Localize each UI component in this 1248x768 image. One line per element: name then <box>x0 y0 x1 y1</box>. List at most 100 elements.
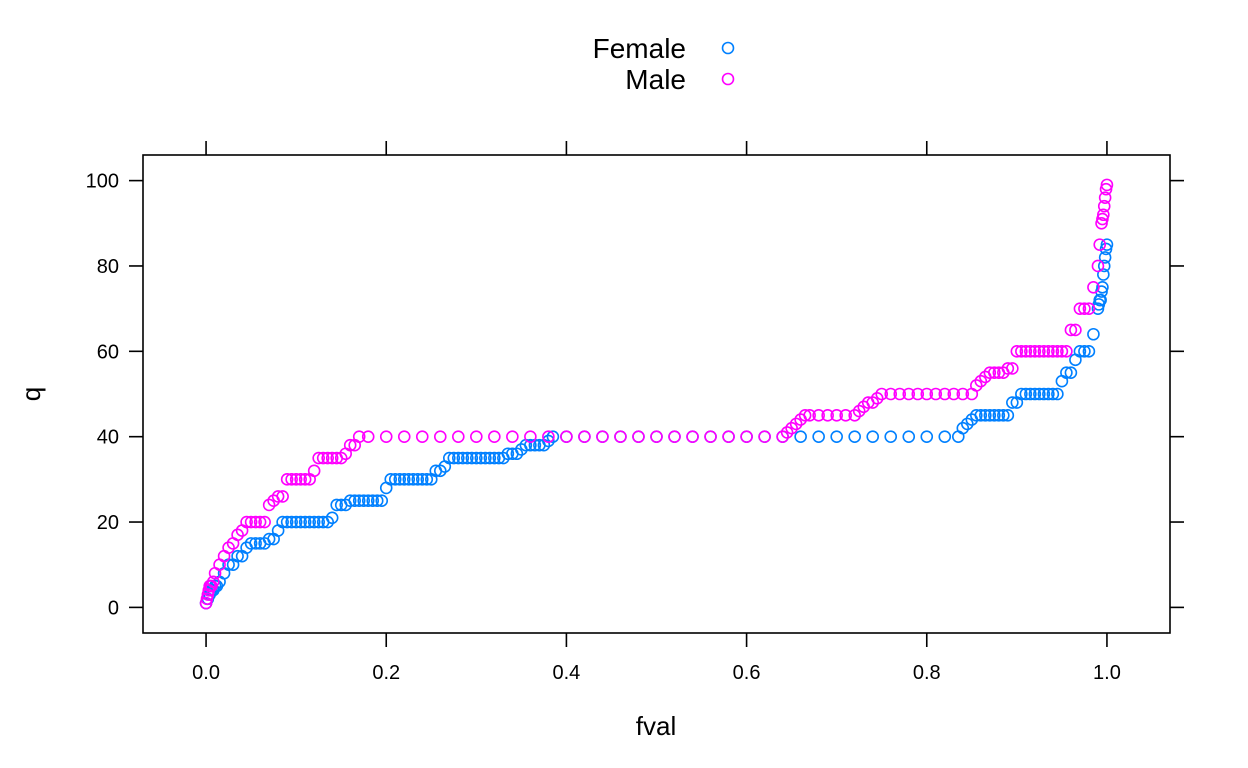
data-point <box>875 387 889 401</box>
data-point <box>253 515 267 529</box>
data-point <box>1033 345 1046 358</box>
data-point <box>803 409 816 422</box>
y-tick-label: 60 <box>97 341 119 363</box>
data-point <box>1098 251 1112 264</box>
data-point <box>325 511 339 525</box>
data-point <box>1098 191 1112 204</box>
data-point <box>929 387 943 401</box>
data-point <box>884 387 898 401</box>
data-point <box>461 451 474 465</box>
data-point <box>298 515 312 529</box>
data-point <box>893 387 907 401</box>
data-point <box>298 473 312 486</box>
data-point <box>411 473 425 486</box>
data-point <box>231 549 244 563</box>
data-point <box>402 473 416 486</box>
data-point <box>343 494 357 507</box>
data-point <box>1097 259 1111 273</box>
y-tick-label: 20 <box>97 512 119 534</box>
data-point <box>433 464 447 478</box>
legend-marker <box>721 41 735 55</box>
data-point <box>375 494 389 507</box>
data-point <box>397 430 411 443</box>
data-point <box>1051 345 1064 358</box>
data-point <box>1015 345 1028 358</box>
data-point <box>1033 387 1046 401</box>
data-point <box>947 387 961 401</box>
plot-marks <box>199 178 1114 610</box>
data-point <box>821 409 834 422</box>
data-point <box>812 430 825 443</box>
data-point <box>830 409 843 422</box>
data-point <box>348 494 362 507</box>
data-point <box>456 451 470 465</box>
data-point <box>1097 208 1110 222</box>
data-point <box>280 515 294 529</box>
data-point <box>206 575 220 589</box>
data-point <box>848 409 861 422</box>
data-point <box>452 430 465 443</box>
data-point <box>1097 199 1111 213</box>
data-point <box>388 473 402 486</box>
data-point <box>866 430 880 443</box>
data-point <box>1019 345 1033 358</box>
data-point <box>271 490 285 503</box>
data-point <box>470 451 483 465</box>
data-point <box>433 430 447 443</box>
plot-frame <box>142 154 1171 634</box>
data-point <box>1037 345 1051 358</box>
data-point <box>785 421 798 435</box>
data-point <box>488 451 501 465</box>
data-point <box>249 537 262 550</box>
data-point <box>1064 323 1078 337</box>
data-point <box>546 430 560 443</box>
data-point <box>294 515 307 529</box>
data-point <box>289 473 303 486</box>
data-point <box>379 430 393 443</box>
data-point <box>686 430 699 443</box>
legend-label: Male <box>625 64 686 95</box>
data-point <box>370 494 384 507</box>
data-point <box>839 409 852 422</box>
data-point <box>870 391 884 405</box>
data-point <box>352 494 366 507</box>
x-tick-label: 0.6 <box>733 662 761 684</box>
data-point <box>420 473 434 486</box>
data-point <box>1024 345 1037 358</box>
y-tick-label: 100 <box>86 171 119 193</box>
data-point <box>1028 387 1042 401</box>
data-point <box>307 464 321 478</box>
data-point <box>366 494 380 507</box>
data-point <box>1046 387 1060 401</box>
data-point <box>830 430 843 443</box>
data-point <box>956 421 970 435</box>
data-point <box>307 515 321 529</box>
data-point <box>938 430 952 443</box>
data-point <box>812 409 825 422</box>
data-point <box>650 430 663 443</box>
data-point <box>294 473 307 486</box>
data-point <box>970 379 983 392</box>
data-point <box>474 451 488 465</box>
data-point <box>258 515 271 529</box>
data-point <box>330 498 343 512</box>
data-point <box>794 430 807 443</box>
data-point <box>1006 362 1019 375</box>
data-point <box>1015 387 1028 401</box>
data-point <box>280 473 294 486</box>
data-point <box>483 451 497 465</box>
data-point <box>1042 387 1055 401</box>
data-point <box>596 430 609 443</box>
data-point <box>992 409 1006 422</box>
data-point <box>452 451 465 465</box>
data-point <box>722 430 735 443</box>
data-point <box>1060 366 1073 379</box>
data-point <box>384 473 398 486</box>
data-point <box>285 473 298 486</box>
data-point <box>285 515 298 529</box>
data-point <box>240 515 253 529</box>
data-point <box>997 409 1010 422</box>
data-point <box>325 451 339 465</box>
data-point <box>393 473 407 486</box>
